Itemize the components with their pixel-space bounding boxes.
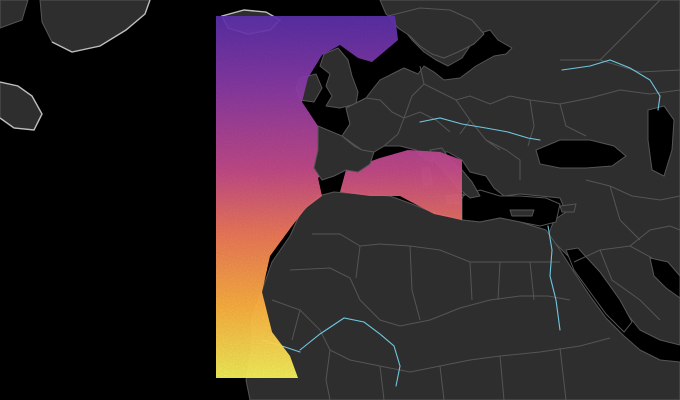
river-volga [561,59,661,111]
border [459,119,521,180]
river-danube [419,117,541,141]
water-red-sea [565,247,633,333]
border [312,233,560,263]
border [271,299,611,373]
land-cyprus [559,203,577,213]
coast-canada [0,81,43,131]
border [419,65,587,151]
water-persian-gulf [649,257,680,299]
land-canada-north [0,0,29,29]
land-iberia-overlay [313,125,375,181]
border [291,309,567,400]
land-great-britain [319,47,359,109]
border-layer [271,0,680,400]
border-arabia [573,245,653,263]
water-black-sea [535,139,627,169]
river-nile [547,225,561,331]
land-scandinavia [387,7,485,59]
border [403,83,680,119]
water-caspian [647,105,675,177]
land-crete [509,209,535,217]
border [560,0,680,73]
border [355,245,535,321]
coast-mask-layer [313,97,405,181]
border [585,179,680,241]
coast-greenland [51,0,151,53]
river-niger [299,317,401,387]
border [289,267,571,327]
border [599,225,680,321]
land-france-overlay [341,97,405,153]
